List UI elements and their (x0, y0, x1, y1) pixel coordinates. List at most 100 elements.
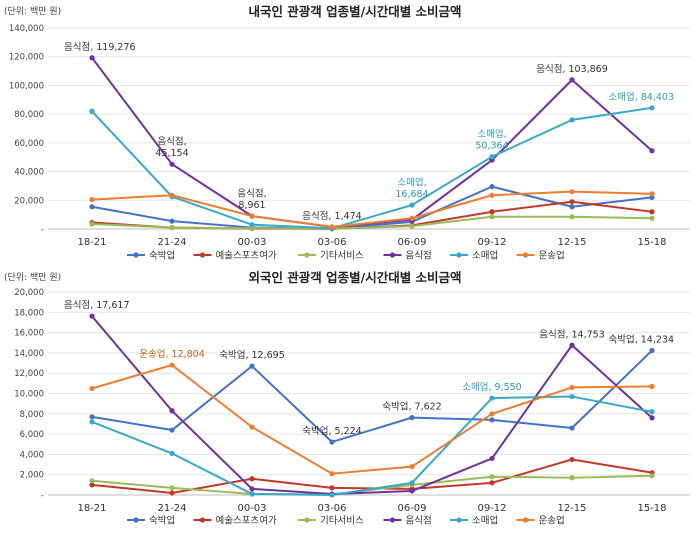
legend-item: 예술스포츠여가 (193, 250, 277, 262)
x-tick-label: 00-03 (237, 503, 266, 514)
data-point (569, 189, 575, 195)
legend-swatch-marker (199, 517, 206, 523)
x-tick-label: 03-06 (317, 237, 346, 248)
legend-item: 소매업 (450, 515, 498, 527)
chart-panel-1: 내국인 관광객 업종별/시간대별 소비금액 (단위: 백만 원) - 20,000 40… (4, 4, 690, 262)
series-1 (89, 347, 655, 445)
y-tick-label: 40,000 (14, 168, 44, 178)
data-point (89, 108, 95, 114)
y-tick-label: 2,000 (20, 471, 44, 481)
data-label: 숙박업, 14,234 (608, 334, 674, 346)
x-tick-label: 03-06 (317, 503, 346, 514)
unit-label: (단위: 백만 원) (4, 6, 61, 17)
data-point (249, 213, 255, 219)
chart-title: 내국인 관광객 업종별/시간대별 소비금액 (248, 4, 461, 19)
data-point (649, 105, 655, 111)
data-point (489, 455, 495, 462)
legend-swatch-marker (522, 517, 529, 523)
data-point (329, 471, 335, 477)
data-point (649, 409, 655, 415)
data-point (249, 476, 255, 482)
data-point (249, 363, 255, 369)
legend: 숙박업 예술스포츠여가 기타서비스 음식점 소매업 운송업 (127, 515, 565, 527)
series-line (91, 106, 653, 230)
data-point (169, 408, 175, 414)
x-tick-label: 15-18 (637, 237, 666, 248)
data-point (489, 395, 495, 401)
data-point (169, 427, 175, 433)
data-point (169, 224, 175, 231)
series-line (91, 315, 653, 495)
data-point (489, 474, 495, 480)
series-6 (89, 362, 655, 477)
x-tick-label: 12-15 (557, 237, 586, 248)
data-point (409, 463, 415, 470)
x-tick-label: 12-15 (557, 503, 586, 514)
x-tick-label: 09-12 (477, 237, 506, 248)
data-point (649, 148, 655, 154)
data-point (169, 218, 175, 224)
legend-label: 예술스포츠여가 (216, 515, 277, 527)
y-tick-label: 16,000 (14, 329, 44, 339)
data-point (89, 478, 95, 484)
y-tick-label: 14,000 (14, 349, 44, 359)
y-tick-label: 80,000 (14, 110, 44, 120)
series-line (91, 395, 653, 496)
data-point (489, 480, 495, 486)
legend-item: 숙박업 (127, 250, 175, 262)
data-point (489, 411, 495, 417)
data-point (569, 384, 575, 391)
legend-swatch-marker (456, 517, 462, 523)
data-point (89, 482, 95, 488)
data-point (169, 192, 175, 198)
legend-swatch-marker (199, 252, 206, 258)
y-tick-label: - (41, 225, 44, 235)
series-line (91, 215, 653, 230)
y-tick-label: 4,000 (20, 450, 44, 460)
data-point (569, 77, 575, 83)
data-point (89, 419, 95, 425)
data-label: 숙박업, 12,695 (219, 349, 285, 361)
data-point (89, 204, 95, 210)
data-point (249, 225, 255, 231)
legend-label: 기타서비스 (320, 516, 364, 527)
legend-item: 예술스포츠여가 (193, 515, 277, 527)
data-point (569, 425, 575, 431)
data-point (329, 492, 335, 498)
data-point (169, 450, 175, 456)
data-point (569, 199, 575, 205)
legend-swatch-marker (133, 252, 139, 258)
data-point (89, 196, 95, 203)
legend-swatch-marker (456, 252, 462, 258)
legend-item: 음식점 (383, 250, 432, 262)
data-label: 음식점, 119,276 (64, 41, 136, 53)
data-point (569, 456, 575, 463)
data-point (89, 385, 95, 392)
data-point (89, 55, 95, 61)
legend-swatch-marker (304, 517, 310, 523)
data-label: 음식점, 17,617 (64, 299, 130, 311)
series-6 (89, 189, 655, 230)
data-label: 음식점, (237, 188, 266, 200)
legend-label: 소매업 (472, 515, 498, 527)
x-tick-label: 06-09 (397, 237, 426, 248)
x-tick-label: 00-03 (237, 237, 266, 248)
y-tick-label: 8,000 (20, 410, 44, 420)
data-point (489, 184, 495, 190)
y-tick-label: - (41, 491, 44, 501)
data-label: 숙박업, 7,622 (382, 401, 441, 413)
data-point (569, 393, 575, 400)
data-point (649, 191, 655, 197)
legend-item: 기타서비스 (298, 516, 364, 527)
x-tick-label: 18-21 (77, 237, 106, 248)
y-tick-label: 12,000 (14, 369, 44, 379)
data-label: 소매업, 9,550 (462, 381, 521, 393)
data-point (249, 424, 255, 430)
legend-swatch-marker (389, 252, 396, 258)
legend-item: 운송업 (516, 515, 565, 527)
series-4 (89, 313, 655, 497)
data-label: 숙박업, 5,224 (302, 425, 361, 437)
legend-swatch-marker (133, 517, 139, 523)
legend-swatch-marker (522, 252, 529, 258)
